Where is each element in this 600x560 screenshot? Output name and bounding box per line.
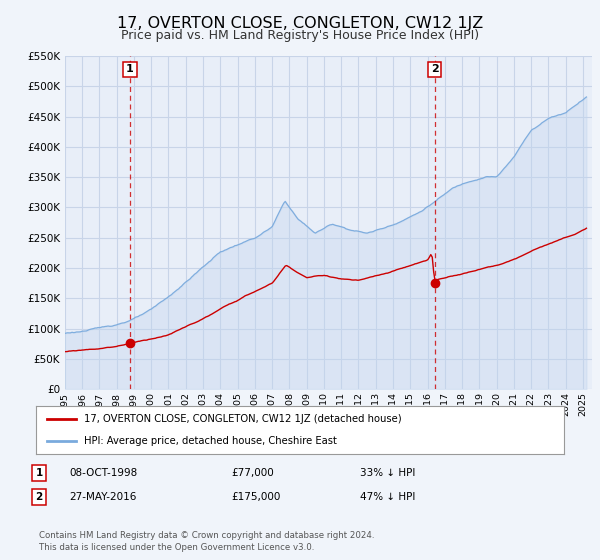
- Text: 1: 1: [35, 468, 43, 478]
- Text: 2: 2: [35, 492, 43, 502]
- Text: 47% ↓ HPI: 47% ↓ HPI: [360, 492, 415, 502]
- Text: £77,000: £77,000: [231, 468, 274, 478]
- Text: £175,000: £175,000: [231, 492, 280, 502]
- Text: This data is licensed under the Open Government Licence v3.0.: This data is licensed under the Open Gov…: [39, 543, 314, 552]
- Text: Price paid vs. HM Land Registry's House Price Index (HPI): Price paid vs. HM Land Registry's House …: [121, 29, 479, 42]
- Text: HPI: Average price, detached house, Cheshire East: HPI: Average price, detached house, Ches…: [83, 436, 337, 446]
- Text: 33% ↓ HPI: 33% ↓ HPI: [360, 468, 415, 478]
- Text: 17, OVERTON CLOSE, CONGLETON, CW12 1JZ (detached house): 17, OVERTON CLOSE, CONGLETON, CW12 1JZ (…: [83, 414, 401, 424]
- Text: 08-OCT-1998: 08-OCT-1998: [69, 468, 137, 478]
- Text: 1: 1: [126, 64, 134, 74]
- Text: Contains HM Land Registry data © Crown copyright and database right 2024.: Contains HM Land Registry data © Crown c…: [39, 531, 374, 540]
- Text: 27-MAY-2016: 27-MAY-2016: [69, 492, 136, 502]
- Text: 17, OVERTON CLOSE, CONGLETON, CW12 1JZ: 17, OVERTON CLOSE, CONGLETON, CW12 1JZ: [117, 16, 483, 31]
- Text: 2: 2: [431, 64, 439, 74]
